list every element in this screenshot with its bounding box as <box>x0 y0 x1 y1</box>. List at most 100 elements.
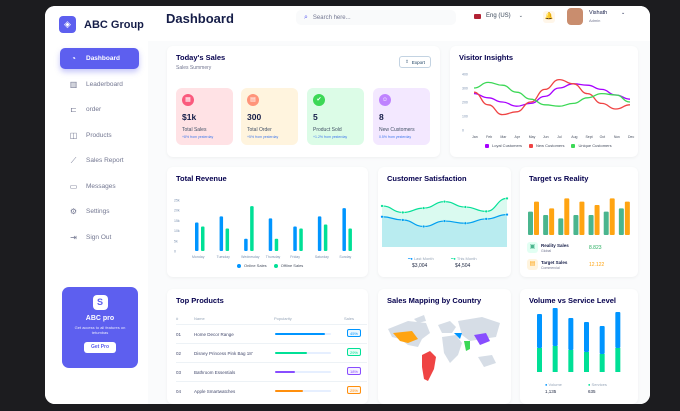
bar <box>342 208 346 251</box>
data-point <box>505 212 509 217</box>
language-selector[interactable]: Eng (US) ⌄ <box>474 13 523 19</box>
search-input[interactable]: ⌕ Search here... <box>296 10 456 25</box>
bar <box>573 215 579 235</box>
notification-bell-icon[interactable]: 🔔 <box>543 11 555 23</box>
bar <box>534 201 539 235</box>
user-info[interactable]: Vishath Admin <box>589 10 607 23</box>
sidebar-item-leaderboard[interactable]: ▥ Leaderboard <box>60 74 139 95</box>
sidebar-item-sales-report[interactable]: ⟋ Sales Report <box>60 150 139 171</box>
bar-volume <box>615 312 621 348</box>
table-row[interactable]: 02 Disney Princess Pink Bag 18' 29% <box>176 343 367 362</box>
table-row[interactable]: 01 Home Decor Range 45% <box>176 324 367 343</box>
promo-logo-icon: S <box>92 295 108 310</box>
row-rank: 01 <box>176 332 182 337</box>
bar <box>564 198 570 235</box>
search-placeholder: Search here... <box>312 14 351 21</box>
total-revenue-card: Total Revenue 25k 20k 15k 10k 5k 0 Monday Tuesd… <box>167 167 368 277</box>
stat-value: $1k <box>182 112 197 122</box>
table-row[interactable]: 04 Apple Smartwatches 25% <box>176 381 367 400</box>
chart-legend: Loyal Customers New Customers Unique Custo… <box>485 143 619 148</box>
legend-label: Unique Customers <box>578 143 612 148</box>
legend-item: Online Sales <box>237 263 267 268</box>
gear-icon: ⚙ <box>69 207 78 216</box>
logo[interactable]: ◈ ABC Group <box>59 16 144 33</box>
sidebar-item-dashboard[interactable]: ◔ Dashboard <box>60 48 139 69</box>
volume-marker-icon: ● <box>545 382 548 387</box>
legend-swatch <box>571 143 576 148</box>
last-month-marker-icon: ━● <box>408 256 413 261</box>
reality-sales-row: ▣ Reality Sales Global 8.823 <box>527 242 627 255</box>
app-name: ABC Group <box>84 18 144 31</box>
y-tick-label: 15k <box>174 219 180 223</box>
bar <box>219 216 224 251</box>
y-tick-label: 400 <box>462 73 468 77</box>
bar <box>549 208 555 235</box>
cart-icon: ⊏ <box>70 105 77 114</box>
card-title: Top Products <box>176 296 224 305</box>
bag-icon: ◫ <box>69 130 78 140</box>
data-point <box>463 221 467 225</box>
bar-services <box>568 350 574 372</box>
chart-icon: ▦ <box>182 94 194 106</box>
bar <box>274 238 279 251</box>
sidebar-item-order[interactable]: ⊏ order <box>60 99 139 120</box>
row-name: Bathroom Essentials <box>194 370 236 375</box>
export-icon: ⇪ <box>405 59 409 64</box>
row-rank: 02 <box>176 351 182 356</box>
sign-out-icon: ⇥ <box>70 232 77 242</box>
data-point <box>463 205 467 209</box>
x-tick-label: Apr <box>515 135 521 139</box>
popularity-fill <box>275 390 303 392</box>
legend-swatch <box>273 263 278 268</box>
stat-value: 5 <box>313 112 318 122</box>
target-vs-reality-card: Target vs Reality ▣ Reality Sales Global… <box>520 167 638 277</box>
sidebar-item-products[interactable]: ◫ Products <box>60 125 139 146</box>
legend-label: Loyal Customers <box>492 143 523 148</box>
bar-services <box>615 348 621 372</box>
bar-volume <box>599 326 605 354</box>
bar <box>603 211 609 235</box>
export-button[interactable]: ⇪ Export <box>399 56 431 68</box>
card-title: Volume vs Service Level <box>529 296 616 305</box>
promo-card: S ABC pro Get access to all features on … <box>62 287 138 368</box>
chart-legend: Online Sales Offline Sales <box>237 263 310 268</box>
us-flag-icon <box>474 13 481 19</box>
bar <box>618 208 624 235</box>
bar <box>293 226 297 251</box>
get-pro-button[interactable]: Get Pro <box>84 342 116 353</box>
legend-item: New Customers <box>529 143 564 148</box>
y-tick-label: 5k <box>174 239 178 243</box>
sidebar-item-settings[interactable]: ⚙ Settings <box>60 201 139 222</box>
document-icon: ▤ <box>247 94 259 106</box>
user-chevron-down-icon[interactable]: ⌄ <box>621 10 626 16</box>
legend-label: This Month <box>456 256 477 261</box>
bar-volume <box>552 308 558 346</box>
user-role: Admin <box>589 18 601 23</box>
table-row[interactable]: 03 Bathroom Essentials 18% <box>176 362 367 381</box>
popularity-fill <box>275 352 308 354</box>
visitor-insights-chart: 400 300 200 100 0 Jan Feb Mar Apr May Jun Jul Aug Sep… <box>462 73 634 140</box>
row-rank: 03 <box>176 370 182 375</box>
bar <box>317 216 322 251</box>
visitor-insights-card: Visitor Insights 400 300 200 100 0 Jan Feb Mar A… <box>450 46 638 157</box>
y-tick-label: 10k <box>174 229 180 233</box>
sidebar-item-label: Dashboard <box>86 55 120 62</box>
x-tick-label: Oct <box>600 135 605 139</box>
bar-services <box>537 348 542 372</box>
stat-value: 8 <box>379 112 384 122</box>
sales-badge: 45% <box>347 329 361 337</box>
sidebar-item-messages[interactable]: ▭ Messages <box>60 176 139 197</box>
bar <box>268 218 273 251</box>
stat-change: +8% from yesterday <box>182 135 214 139</box>
top-products-card: Top Products # Name Popularity Sales 01 H… <box>167 289 368 404</box>
target-sales-row: ▤ Target Sales Commercial 12.122 <box>527 259 627 272</box>
avatar[interactable] <box>567 8 583 25</box>
card-title: Visitor Insights <box>459 53 514 62</box>
bar-chart-icon: ▥ <box>69 79 78 89</box>
sidebar: ◈ ABC Group ◔ Dashboard ▥ Leaderboard ⊏ ord… <box>45 6 148 404</box>
sidebar-item-sign-out[interactable]: ⇥ Sign Out <box>60 227 139 248</box>
series-line <box>473 78 631 116</box>
bar-services <box>584 352 589 372</box>
sidebar-item-label: Settings <box>86 208 110 215</box>
popularity-fill <box>275 371 296 373</box>
